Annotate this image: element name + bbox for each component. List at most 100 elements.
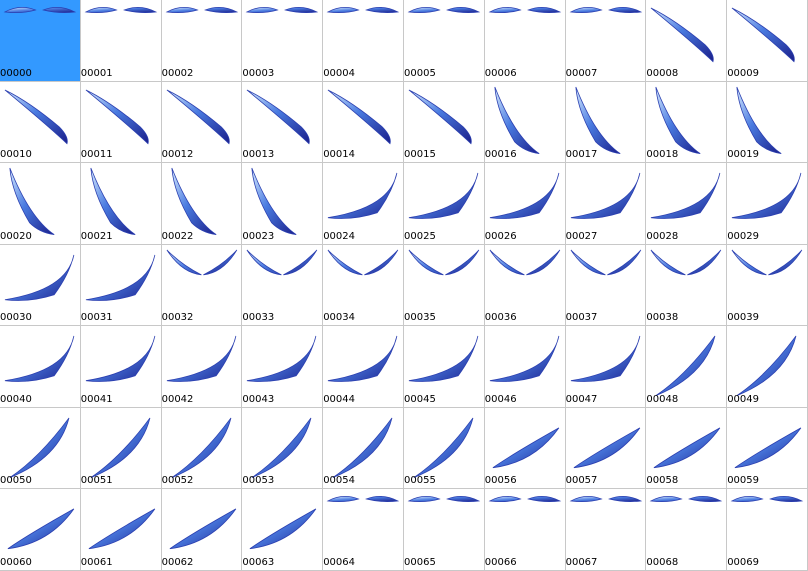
- frame-label: 00017: [565, 149, 598, 161]
- sprite-cell[interactable]: 00036: [484, 244, 566, 327]
- sprite-cell[interactable]: 00016: [484, 81, 566, 164]
- sprite-cell[interactable]: 00067: [565, 489, 647, 571]
- sprite-cell[interactable]: 00019: [727, 81, 808, 164]
- wing-sprite: [85, 336, 156, 383]
- sprite-cell[interactable]: 00048: [646, 326, 728, 408]
- wing: [573, 427, 640, 468]
- sprite-cell[interactable]: 00038: [646, 244, 728, 327]
- sprite-cell[interactable]: 00061: [80, 489, 162, 571]
- wing-sprite: [9, 417, 70, 478]
- frame-label: 00042: [161, 393, 194, 405]
- sprite-cell[interactable]: 00002: [161, 0, 243, 82]
- sprite-cell[interactable]: 00064: [323, 489, 404, 571]
- wing: [575, 86, 620, 154]
- sprite-cell[interactable]: 00035: [404, 244, 485, 327]
- sprite-cell[interactable]: 00028: [646, 163, 728, 245]
- sprite-cell[interactable]: 00011: [80, 81, 162, 164]
- sprite-cell[interactable]: 00018: [646, 81, 728, 164]
- sprite-cell[interactable]: 00062: [161, 489, 243, 571]
- sprite-cell[interactable]: 00009: [727, 0, 808, 82]
- wing-sprite: [166, 336, 236, 383]
- sprite-cell[interactable]: 00058: [646, 407, 728, 490]
- sprite-cell[interactable]: 00049: [727, 326, 808, 408]
- sprite-cell[interactable]: 00039: [727, 244, 808, 327]
- wing-sprite: [731, 249, 803, 275]
- frame-label: 00069: [727, 556, 759, 568]
- sprite-cell[interactable]: 00014: [323, 81, 404, 164]
- sprite-cell[interactable]: 00020: [0, 163, 81, 245]
- wing: [489, 336, 560, 383]
- wing-sprite: [654, 427, 721, 468]
- sprite-cell[interactable]: 00025: [404, 163, 485, 245]
- wing: [326, 496, 400, 503]
- sprite-cell[interactable]: 00000: [0, 0, 81, 82]
- sprite-cell[interactable]: 00030: [0, 244, 81, 327]
- sprite-cell[interactable]: 00026: [484, 163, 566, 245]
- wing-sprite: [3, 7, 77, 13]
- sprite-cell[interactable]: 00055: [404, 407, 485, 490]
- sprite-cell[interactable]: 00066: [484, 489, 566, 571]
- wing-sprite: [651, 7, 715, 63]
- sprite-cell[interactable]: 00021: [80, 163, 162, 245]
- frame-label: 00019: [727, 149, 759, 161]
- sprite-cell[interactable]: 00047: [565, 326, 647, 408]
- frame-label: 00045: [404, 393, 436, 405]
- sprite-cell[interactable]: 00037: [565, 244, 647, 327]
- sprite-cell[interactable]: 00043: [242, 326, 324, 408]
- sprite-cell[interactable]: 00034: [323, 244, 404, 327]
- sprite-cell[interactable]: 00053: [242, 407, 324, 490]
- sprite-cell[interactable]: 00012: [161, 81, 243, 164]
- sprite-cell[interactable]: 00023: [242, 163, 324, 245]
- wing: [569, 496, 642, 503]
- frame-label: 00066: [484, 556, 517, 568]
- wing: [489, 249, 561, 275]
- sprite-cell[interactable]: 00001: [80, 0, 162, 82]
- wing: [407, 496, 481, 503]
- sprite-cell[interactable]: 00042: [161, 326, 243, 408]
- sprite-cell[interactable]: 00068: [646, 489, 728, 571]
- wing-sprite: [407, 496, 481, 503]
- sprite-cell[interactable]: 00008: [646, 0, 728, 82]
- sprite-cell[interactable]: 00007: [565, 0, 647, 82]
- wing-sprite: [570, 336, 640, 383]
- sprite-cell[interactable]: 00044: [323, 326, 404, 408]
- wing-sprite: [4, 336, 75, 383]
- sprite-cell[interactable]: 00006: [484, 0, 566, 82]
- sprite-cell[interactable]: 00069: [727, 489, 808, 571]
- sprite-cell[interactable]: 00045: [404, 326, 485, 408]
- sprite-cell[interactable]: 00040: [0, 326, 81, 408]
- wing-sprite: [408, 336, 479, 383]
- sprite-cell[interactable]: 00065: [404, 489, 485, 571]
- sprite-cell[interactable]: 00057: [565, 407, 647, 490]
- sprite-cell[interactable]: 00046: [484, 326, 566, 408]
- sprite-cell[interactable]: 00013: [242, 81, 324, 164]
- sprite-cell[interactable]: 00063: [242, 489, 324, 571]
- sprite-cell[interactable]: 00056: [484, 407, 566, 490]
- wing-sprite: [327, 89, 391, 144]
- sprite-cell[interactable]: 00004: [323, 0, 404, 82]
- sprite-cell[interactable]: 00003: [242, 0, 324, 82]
- sprite-cell[interactable]: 00029: [727, 163, 808, 245]
- sprite-cell[interactable]: 00015: [404, 81, 485, 164]
- wing-sprite: [489, 336, 560, 383]
- frame-label: 00058: [646, 475, 679, 487]
- sprite-cell[interactable]: 00050: [0, 407, 81, 490]
- sprite-cell[interactable]: 00033: [242, 244, 324, 327]
- sprite-cell[interactable]: 00054: [323, 407, 404, 490]
- sprite-cell[interactable]: 00031: [80, 244, 162, 327]
- wing: [650, 249, 722, 275]
- sprite-cell[interactable]: 00051: [80, 407, 162, 490]
- wing-sprite: [165, 7, 238, 13]
- sprite-cell[interactable]: 00027: [565, 163, 647, 245]
- sprite-cell[interactable]: 00060: [0, 489, 81, 571]
- sprite-cell[interactable]: 00017: [565, 81, 647, 164]
- sprite-cell[interactable]: 00005: [404, 0, 485, 82]
- sprite-cell[interactable]: 00032: [161, 244, 243, 327]
- sprite-cell[interactable]: 00052: [161, 407, 243, 490]
- sprite-cell[interactable]: 00041: [80, 326, 162, 408]
- sprite-cell[interactable]: 00059: [727, 407, 808, 490]
- sprite-cell[interactable]: 00024: [323, 163, 404, 245]
- sprite-cell[interactable]: 00022: [161, 163, 243, 245]
- wing-sprite: [326, 7, 400, 13]
- sprite-cell[interactable]: 00010: [0, 81, 81, 164]
